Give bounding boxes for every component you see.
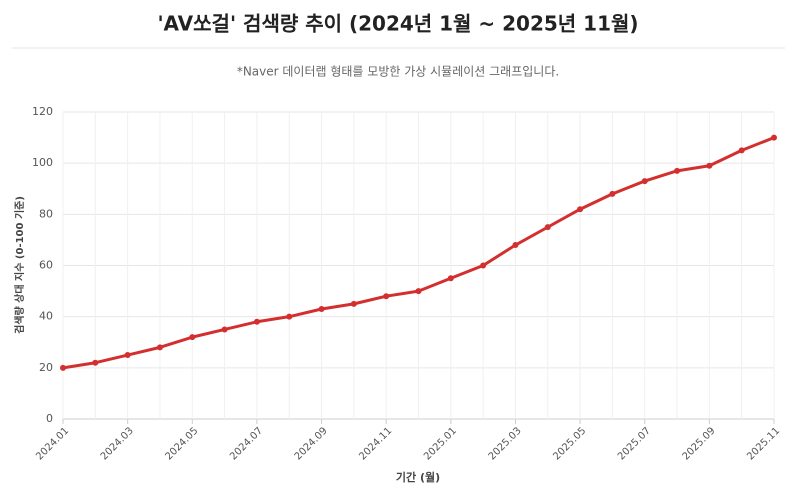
y-tick-label: 0 <box>46 412 53 425</box>
data-point <box>706 162 713 169</box>
data-point <box>415 288 422 295</box>
chart-title: 'AV쏘걸' 검색량 추이 (2024년 1월 ~ 2025년 11월) <box>157 12 638 36</box>
x-tick-label: 2025.05 <box>551 425 588 462</box>
x-axis-label: 기간 (월) <box>396 470 440 484</box>
data-point <box>609 190 616 197</box>
y-tick-label: 100 <box>32 156 53 169</box>
y-tick-label: 40 <box>39 310 53 323</box>
data-point <box>221 326 228 333</box>
data-point <box>641 178 648 185</box>
data-point <box>92 359 99 366</box>
data-point <box>738 147 745 154</box>
subtitle: *Naver 데이터랩 형태를 모방한 가상 시뮬레이션 그래프입니다. <box>237 65 559 79</box>
data-point <box>771 134 777 141</box>
data-point <box>124 352 131 359</box>
y-tick-label: 20 <box>39 361 53 374</box>
data-point <box>253 318 260 325</box>
x-tick-label: 2024.11 <box>357 425 394 462</box>
y-axis-label: 검색량 상대 지수 (0-100 기준) <box>13 196 26 334</box>
x-tick-label: 2025.07 <box>616 425 653 462</box>
data-point <box>318 305 325 312</box>
x-tick-label: 2024.07 <box>228 425 265 462</box>
data-point <box>286 313 293 320</box>
x-tick-label: 2025.01 <box>422 425 459 462</box>
data-point <box>577 206 584 213</box>
data-point <box>512 242 519 249</box>
x-tick-label: 2024.01 <box>34 425 71 462</box>
x-tick-label: 2024.03 <box>99 425 136 462</box>
data-point <box>480 262 487 269</box>
x-tick-label: 2025.09 <box>681 425 718 462</box>
x-tick-label: 2024.05 <box>163 425 200 462</box>
x-tick-label: 2025.03 <box>487 425 524 462</box>
y-tick-label: 60 <box>39 259 53 272</box>
x-tick-label: 2025.11 <box>745 425 782 462</box>
data-point <box>383 293 390 300</box>
data-point <box>674 167 681 174</box>
y-tick-label: 120 <box>32 105 53 118</box>
data-point <box>350 300 357 307</box>
data-point <box>60 364 66 371</box>
data-point <box>447 275 454 282</box>
x-tick-label: 2024.09 <box>293 425 330 462</box>
data-point <box>156 344 163 351</box>
y-tick-label: 80 <box>39 207 53 220</box>
data-point <box>544 224 551 231</box>
data-point <box>189 334 196 341</box>
